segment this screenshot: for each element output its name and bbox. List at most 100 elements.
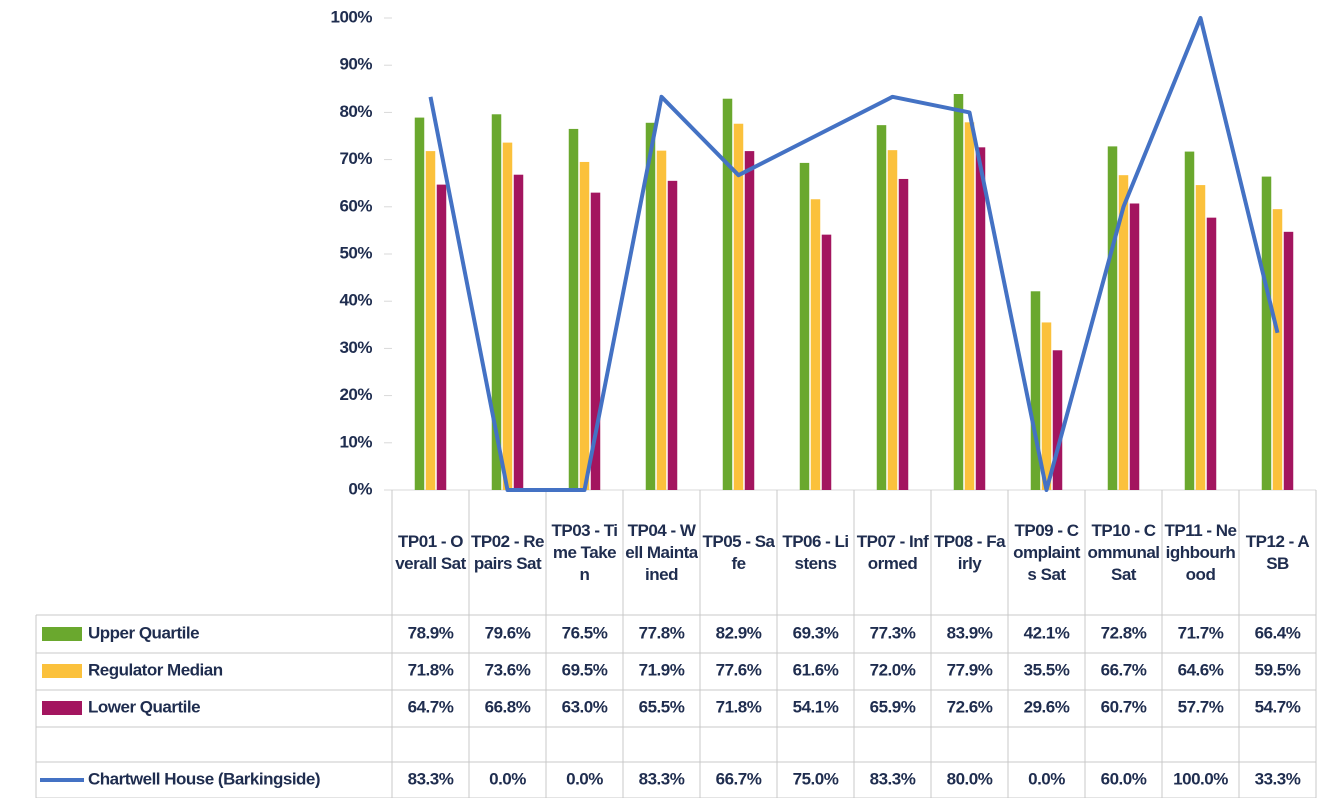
bar: [1129, 203, 1140, 490]
x-tick-label: TP12 - ASB: [1245, 531, 1310, 573]
data-label: 33.3%: [1255, 769, 1301, 788]
data-label: 63.0%: [562, 697, 608, 716]
data-label: 0.0%: [489, 769, 526, 788]
bar: [436, 184, 447, 490]
y-tick-label: 50%: [339, 243, 372, 262]
bar: [1283, 231, 1294, 491]
bar: [744, 151, 755, 490]
bar: [964, 122, 975, 490]
bar: [1107, 146, 1118, 490]
x-tick-label: TP05 - Safe: [702, 531, 775, 573]
data-label: 71.9%: [639, 660, 685, 679]
data-label: 73.6%: [485, 660, 531, 679]
x-tick-label: TP10 - Communal Sat: [1087, 520, 1160, 584]
data-label: 77.9%: [947, 660, 993, 679]
x-tick-label-box: TP06 - Listens: [782, 532, 849, 573]
data-label: 66.4%: [1255, 623, 1301, 642]
data-label: 82.9%: [716, 623, 762, 642]
data-label: 66.7%: [716, 769, 762, 788]
x-tick-label: TP01 - Overall Sat: [395, 531, 466, 573]
data-label: 54.7%: [1255, 697, 1301, 716]
y-tick-label: 80%: [339, 102, 372, 121]
bar: [876, 125, 887, 491]
data-label: 66.8%: [485, 697, 531, 716]
data-label: 65.9%: [870, 697, 916, 716]
x-tick-label-box: TP08 - Fairly: [934, 532, 1006, 573]
y-tick-label: 60%: [339, 196, 372, 215]
x-tick-label: TP07 - Informed: [856, 531, 929, 573]
data-label: 60.7%: [1101, 697, 1147, 716]
bar: [1184, 151, 1195, 491]
data-label: 69.5%: [562, 660, 608, 679]
data-label: 77.6%: [716, 660, 762, 679]
legend-label: Regulator Median: [88, 660, 223, 679]
bar: [579, 161, 590, 490]
bar: [1206, 217, 1217, 490]
y-tick-label: 70%: [339, 149, 372, 168]
y-tick-label: 100%: [331, 7, 373, 26]
x-tick-label-box: TP12 - ASB: [1245, 531, 1310, 573]
x-tick-label: TP04 - Well Maintained: [625, 520, 698, 584]
bar: [722, 98, 733, 490]
x-tick-label-box: TP04 - Well Maintained: [625, 520, 698, 584]
data-label: 83.3%: [639, 769, 685, 788]
data-label: 59.5%: [1255, 660, 1301, 679]
data-label: 72.8%: [1101, 623, 1147, 642]
data-label: 0.0%: [1028, 769, 1065, 788]
data-label: 64.6%: [1178, 660, 1224, 679]
y-tick-label: 90%: [339, 55, 372, 74]
bar: [645, 122, 656, 490]
bar: [1195, 185, 1206, 490]
bar: [733, 123, 744, 490]
bar: [1272, 209, 1283, 490]
data-label: 64.7%: [408, 697, 454, 716]
legend-key: [42, 701, 82, 715]
x-tick-label: TP02 - Repairs Sat: [471, 531, 544, 573]
data-label: 29.6%: [1024, 697, 1070, 716]
data-label: 61.6%: [793, 660, 839, 679]
bar: [425, 151, 436, 490]
legend-label: Chartwell House (Barkingside): [88, 769, 320, 788]
bar: [590, 192, 601, 490]
y-tick-label: 0%: [348, 479, 372, 498]
bar: [667, 180, 678, 490]
bar: [799, 162, 810, 491]
data-label: 66.7%: [1101, 660, 1147, 679]
x-tick-label-box: TP02 - Repairs Sat: [471, 531, 544, 573]
legend-label: Upper Quartile: [88, 623, 199, 642]
x-tick-label-box: TP10 - Communal Sat: [1087, 520, 1160, 584]
legend-label: Lower Quartile: [88, 697, 200, 716]
bar: [491, 114, 502, 491]
data-label: 69.3%: [793, 623, 839, 642]
legend-key: [42, 664, 82, 678]
y-tick-label: 30%: [339, 338, 372, 357]
x-tick-label: TP03 - Time Taken: [551, 520, 618, 584]
data-label: 83.3%: [408, 769, 454, 788]
bar: [513, 174, 524, 491]
legend-key: [42, 627, 82, 641]
bar: [953, 93, 964, 490]
bar: [887, 150, 898, 490]
data-label: 57.7%: [1178, 697, 1224, 716]
bar: [502, 142, 513, 490]
bar: [1052, 350, 1063, 490]
x-tick-label-box: TP01 - Overall Sat: [395, 531, 466, 573]
bar: [568, 128, 579, 491]
data-label: 54.1%: [793, 697, 839, 716]
y-tick-label: 40%: [339, 291, 372, 310]
bar: [1041, 322, 1052, 490]
bar: [975, 147, 986, 490]
data-label: 72.0%: [870, 660, 916, 679]
bar: [1118, 175, 1129, 490]
y-tick-label: 20%: [339, 385, 372, 404]
data-label: 42.1%: [1024, 623, 1070, 642]
bar: [821, 234, 832, 490]
bar: [810, 199, 821, 491]
x-tick-label-box: TP05 - Safe: [702, 531, 775, 573]
x-tick-label-box: TP09 - Complaints Sat: [1013, 521, 1080, 584]
data-label: 78.9%: [408, 623, 454, 642]
data-label: 71.7%: [1178, 623, 1224, 642]
data-label: 83.3%: [870, 769, 916, 788]
data-label: 71.8%: [408, 660, 454, 679]
